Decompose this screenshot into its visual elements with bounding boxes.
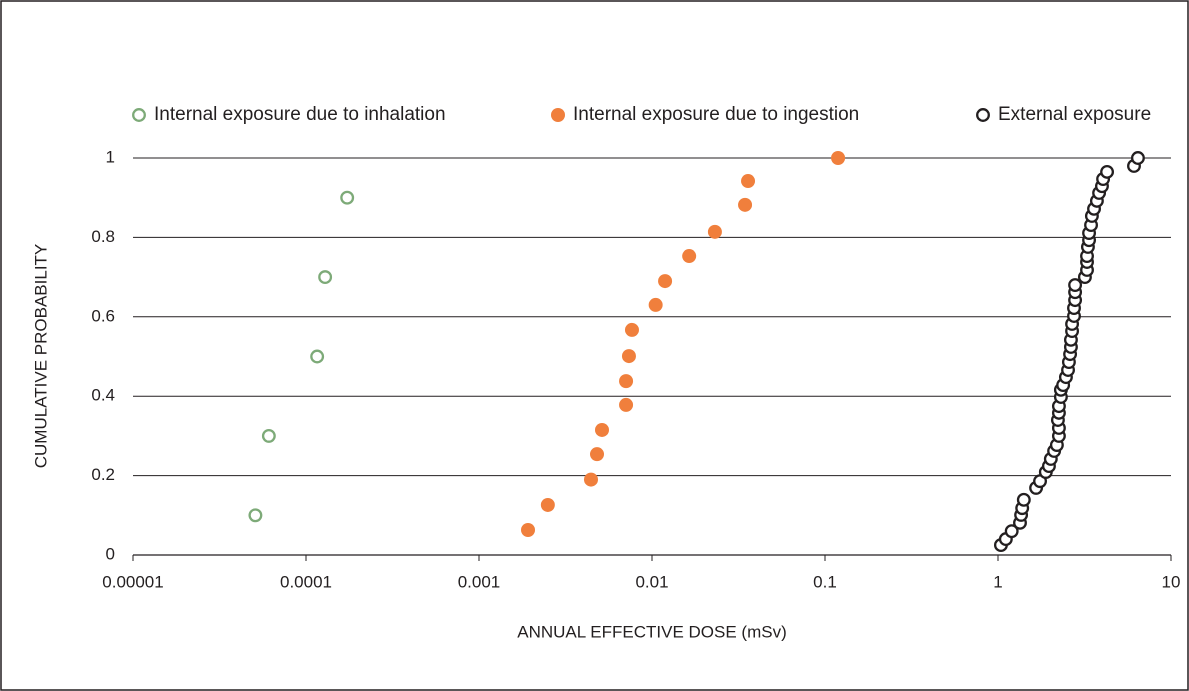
point xyxy=(590,447,605,462)
point xyxy=(540,497,555,512)
point xyxy=(648,297,663,312)
point xyxy=(248,508,263,523)
point xyxy=(624,322,639,337)
legend-label: Internal exposure due to inhalation xyxy=(154,104,446,125)
point xyxy=(594,422,609,437)
point xyxy=(1016,492,1031,507)
y-tick-label: 0.2 xyxy=(91,465,115,484)
point xyxy=(340,190,355,205)
y-tick-label: 0.8 xyxy=(91,227,115,246)
legend-marker xyxy=(976,108,990,122)
point xyxy=(831,151,846,165)
point xyxy=(1004,524,1019,539)
point xyxy=(318,270,333,285)
x-tick-label: 1 xyxy=(993,572,1002,591)
x-tick-label: 0.1 xyxy=(813,572,837,591)
x-tick-label: 0.001 xyxy=(458,572,501,591)
point xyxy=(521,522,536,537)
legend-label: External exposure xyxy=(998,104,1151,125)
point xyxy=(738,197,753,212)
point xyxy=(707,224,722,239)
y-tick-label: 0.6 xyxy=(91,306,115,325)
point xyxy=(619,374,634,389)
legend-marker xyxy=(132,108,146,122)
point xyxy=(741,174,756,189)
point xyxy=(310,349,325,364)
point xyxy=(619,397,634,412)
point xyxy=(1068,278,1083,292)
x-tick-label: 0.00001 xyxy=(102,572,163,591)
point xyxy=(621,349,636,364)
legend-label: Internal exposure due to ingestion xyxy=(573,104,859,125)
point xyxy=(658,274,673,289)
y-tick-label: 0.4 xyxy=(91,386,115,405)
point xyxy=(261,428,276,443)
x-axis-title: ANNUAL EFFECTIVE DOSE (mSv) xyxy=(517,622,787,641)
x-tick-label: 0.0001 xyxy=(280,572,332,591)
point xyxy=(682,249,697,264)
y-tick-label: 1 xyxy=(106,147,115,166)
legend-marker xyxy=(551,108,565,122)
y-axis-title: CUMULATIVE PROBABILITY xyxy=(31,244,50,469)
y-tick-label: 0 xyxy=(106,544,115,563)
point xyxy=(1100,164,1115,179)
point xyxy=(1130,151,1145,165)
x-tick-label: 10 xyxy=(1162,572,1181,591)
point xyxy=(583,472,598,487)
x-tick-label: 0.01 xyxy=(635,572,668,591)
